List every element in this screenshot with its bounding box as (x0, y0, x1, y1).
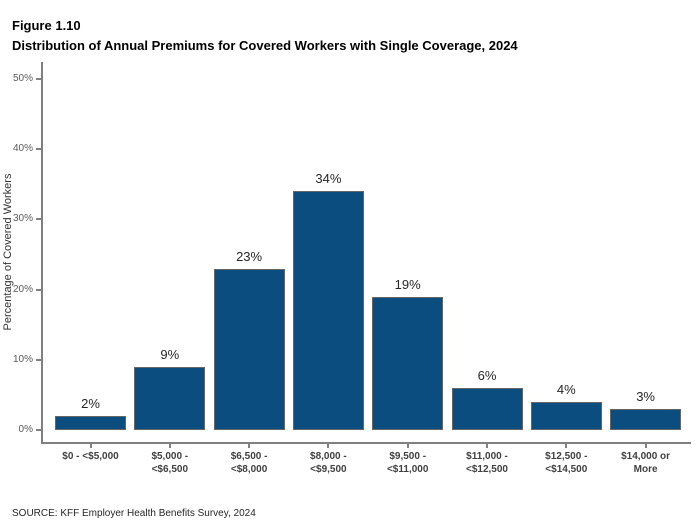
x-axis-tick (644, 444, 647, 448)
y-axis-tick-label: 40% (12, 143, 33, 155)
bar-value-label: 9% (160, 346, 180, 362)
bar-value-label: 23% (236, 248, 263, 264)
x-axis-category-label: $11,000 - <$12,500 (466, 451, 508, 475)
bar-value-label: 34% (315, 171, 342, 187)
y-axis-tick-label: 0% (18, 424, 33, 435)
x-axis-category-label: $12,500 - <$14,500 (545, 451, 588, 475)
x-axis-category-label: $8,000 - <$9,500 (310, 451, 347, 475)
y-axis-tick (36, 288, 41, 291)
bar (372, 296, 444, 430)
bar-value-label: 6% (477, 367, 497, 383)
bar-value-label: 3% (636, 388, 655, 404)
y-axis-tick (36, 218, 41, 221)
x-axis-tick (248, 444, 251, 448)
bar (292, 191, 364, 430)
y-axis-tick-label: 30% (12, 213, 33, 225)
x-axis-tick (406, 444, 409, 448)
y-axis-tick-label: 50% (12, 73, 33, 84)
bar (55, 415, 126, 430)
bar-value-label: 19% (394, 276, 421, 292)
bar (451, 387, 523, 430)
x-axis-category-label: $6,500 - <$8,000 (230, 451, 268, 475)
bar (530, 401, 602, 430)
x-axis-tick (89, 444, 92, 448)
x-axis-tick (565, 444, 568, 448)
x-axis-category-label: $9,500 - <$11,000 (386, 451, 429, 475)
x-axis-tick (327, 444, 330, 448)
source-note: SOURCE: KFF Employer Health Benefits Sur… (12, 508, 256, 519)
y-axis-title: Percentage of Covered Workers (2, 173, 14, 331)
x-axis-category-label: $5,000 - <$6,500 (151, 451, 189, 475)
x-axis-line (41, 442, 691, 444)
x-axis-tick (168, 444, 171, 448)
y-axis-tick (36, 358, 41, 361)
bar-value-label: 2% (81, 395, 100, 411)
y-axis-tick-label: 10% (12, 353, 33, 365)
chart-title: Distribution of Annual Premiums for Cove… (12, 38, 518, 53)
y-axis-tick (36, 148, 41, 151)
y-axis-line (41, 62, 43, 444)
y-axis-tick (36, 78, 41, 80)
y-axis-tick (36, 429, 41, 431)
bar (134, 366, 206, 430)
x-axis-category-label: $0 - <$5,000 (62, 451, 119, 462)
bar-value-label: 4% (556, 381, 576, 397)
figure-label: Figure 1.10 (12, 18, 81, 33)
bar (213, 268, 285, 430)
bar (610, 408, 682, 430)
y-axis-tick-label: 20% (12, 283, 33, 295)
x-axis-tick (486, 444, 488, 448)
x-axis-category-label: $14,000 or More (621, 451, 671, 475)
